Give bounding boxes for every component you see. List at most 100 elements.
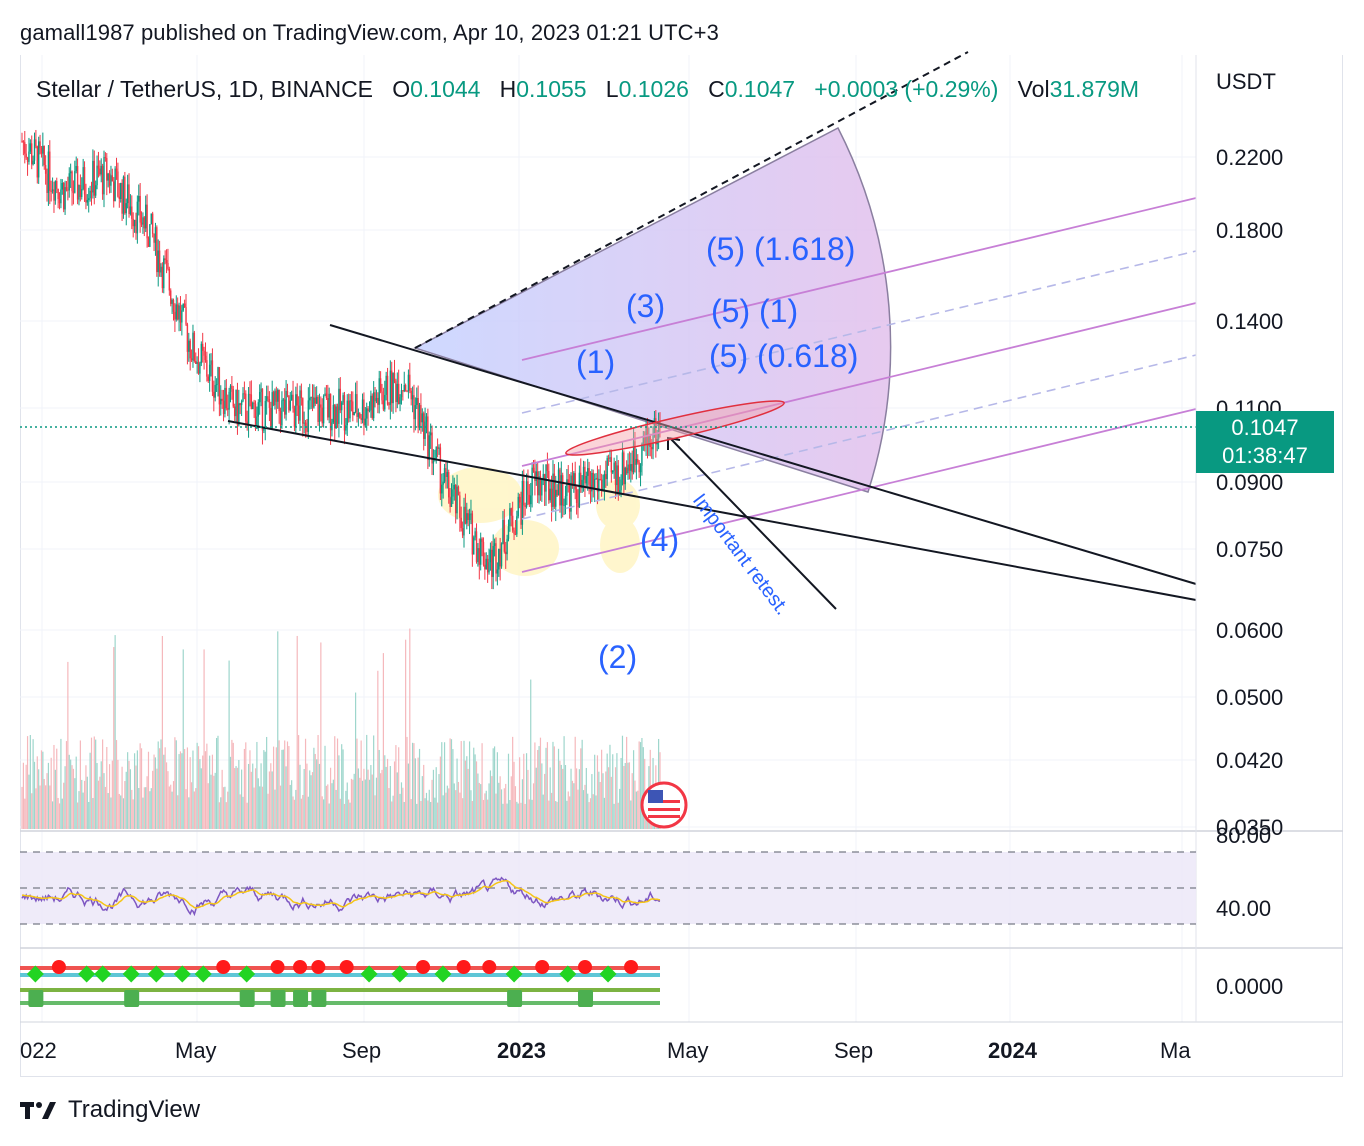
volume-bar bbox=[530, 679, 532, 829]
rsi-ma-line bbox=[21, 879, 661, 909]
candle-body bbox=[363, 399, 365, 426]
parallel-channel[interactable] bbox=[521, 197, 1197, 573]
volume-bar bbox=[140, 748, 143, 829]
candle-body bbox=[577, 502, 579, 508]
dashed-projection-line[interactable] bbox=[414, 51, 969, 349]
volume-bar bbox=[452, 749, 454, 829]
volume-bar bbox=[407, 763, 410, 829]
candle-body bbox=[393, 373, 396, 381]
candle-body bbox=[65, 187, 68, 190]
candle-body bbox=[361, 399, 364, 421]
candle-body bbox=[574, 473, 576, 490]
volume-bar bbox=[22, 762, 24, 829]
volume-bar bbox=[556, 801, 558, 829]
candle-body bbox=[657, 421, 660, 439]
volume-bar bbox=[122, 798, 125, 829]
candle-body bbox=[299, 390, 301, 421]
volume-bar bbox=[437, 802, 439, 829]
volume-bar bbox=[619, 788, 621, 829]
candle-body bbox=[46, 173, 48, 193]
volume-bar bbox=[384, 755, 386, 829]
volume-bar bbox=[448, 788, 450, 829]
volume-bar bbox=[28, 774, 30, 829]
candle-body bbox=[453, 484, 455, 490]
candle-body bbox=[384, 394, 386, 410]
osc-signal-diamond bbox=[391, 965, 409, 983]
candle-body bbox=[349, 400, 351, 419]
volume-bar bbox=[81, 779, 83, 829]
volume-bar bbox=[478, 782, 480, 829]
volume-bar bbox=[430, 801, 432, 829]
volume-bar bbox=[373, 735, 375, 829]
footer-brand[interactable]: TradingView bbox=[20, 1096, 200, 1124]
candle-body bbox=[218, 367, 221, 405]
volume-bar bbox=[47, 762, 50, 829]
volume-bar bbox=[386, 758, 389, 829]
candle-body bbox=[249, 393, 251, 395]
candle-body bbox=[388, 404, 390, 406]
candle-body bbox=[436, 446, 439, 449]
candle-body bbox=[140, 222, 143, 225]
volume-bar bbox=[424, 798, 426, 829]
candle-body bbox=[186, 324, 189, 352]
osc-signal-diamond bbox=[599, 965, 617, 983]
volume-bar bbox=[431, 779, 433, 829]
volume-bar bbox=[624, 762, 626, 829]
candle-body bbox=[539, 476, 542, 496]
volume-bar bbox=[403, 801, 405, 829]
volume-label: Vol bbox=[1017, 76, 1050, 102]
candle-body bbox=[272, 392, 275, 406]
candle-body bbox=[645, 425, 647, 445]
volume-bar bbox=[552, 741, 554, 829]
symbol-name[interactable]: Stellar / TetherUS, 1D, BINANCE bbox=[36, 76, 374, 102]
candle-body bbox=[632, 441, 635, 473]
candle-body bbox=[281, 400, 283, 426]
volume-bar bbox=[271, 771, 273, 829]
time-tick-label: Sep bbox=[342, 1038, 381, 1063]
volume-bar bbox=[100, 761, 102, 829]
volume-bar bbox=[617, 802, 619, 829]
candle-body bbox=[525, 481, 528, 507]
volume-bar bbox=[228, 660, 230, 829]
volume-bar bbox=[331, 783, 333, 829]
candle-body bbox=[60, 189, 62, 204]
volume-bar bbox=[174, 737, 176, 829]
candle-body bbox=[335, 406, 337, 429]
volume-bar bbox=[36, 756, 38, 829]
candle-body bbox=[403, 385, 405, 392]
volume-bar bbox=[528, 799, 530, 829]
volume-bar bbox=[31, 793, 33, 829]
candle-body bbox=[111, 175, 114, 182]
trend-lines[interactable] bbox=[227, 324, 1197, 610]
candle-body bbox=[160, 266, 162, 273]
candle-body bbox=[352, 401, 354, 416]
osc-signal-dot bbox=[293, 960, 308, 974]
volume-bar bbox=[325, 785, 328, 829]
candle-body bbox=[215, 384, 218, 386]
candle-body bbox=[175, 304, 177, 320]
candle-body bbox=[288, 395, 290, 411]
volume-bar bbox=[514, 786, 517, 829]
candle-body bbox=[340, 402, 343, 411]
candle-body bbox=[322, 395, 325, 424]
chart-frame bbox=[20, 55, 1343, 1077]
close-label: C bbox=[708, 76, 725, 102]
volume-bar bbox=[189, 757, 191, 829]
candle-body bbox=[142, 217, 144, 225]
volume-bar bbox=[286, 741, 289, 829]
volume-bar bbox=[234, 768, 236, 829]
volume-bar bbox=[46, 773, 48, 829]
breakout-ellipse[interactable] bbox=[564, 393, 787, 463]
volume-bar bbox=[149, 791, 151, 829]
osc-signal-diamond bbox=[559, 965, 577, 983]
candle-body bbox=[32, 160, 34, 165]
osc-marker bbox=[28, 990, 44, 1007]
candle-body bbox=[71, 171, 73, 192]
volume-bar bbox=[45, 785, 47, 829]
candle-body bbox=[85, 194, 87, 203]
volume-bar bbox=[549, 767, 551, 829]
us-flag-icon[interactable] bbox=[640, 781, 688, 829]
volume-bar bbox=[485, 790, 487, 829]
price-tick-label: 0.0500 bbox=[1216, 685, 1283, 710]
